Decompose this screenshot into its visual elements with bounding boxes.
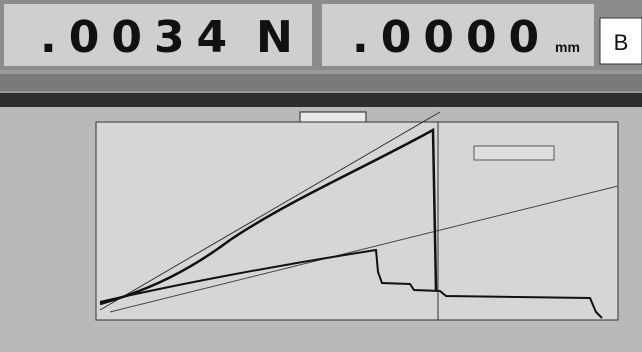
page: .0034 N .0000 mm B (() => { const data =… — [0, 0, 642, 352]
force-unit: N — [256, 12, 305, 63]
window-title-bar — [0, 93, 642, 107]
menu-bar[interactable] — [0, 74, 642, 91]
position-unit: mm — [555, 39, 580, 55]
legend — [474, 146, 554, 160]
force-value: .0034 — [40, 12, 239, 63]
mode-label: B — [614, 30, 629, 55]
position-value: .0000 — [352, 12, 551, 63]
screen: .0034 N .0000 mm B — [0, 0, 642, 352]
